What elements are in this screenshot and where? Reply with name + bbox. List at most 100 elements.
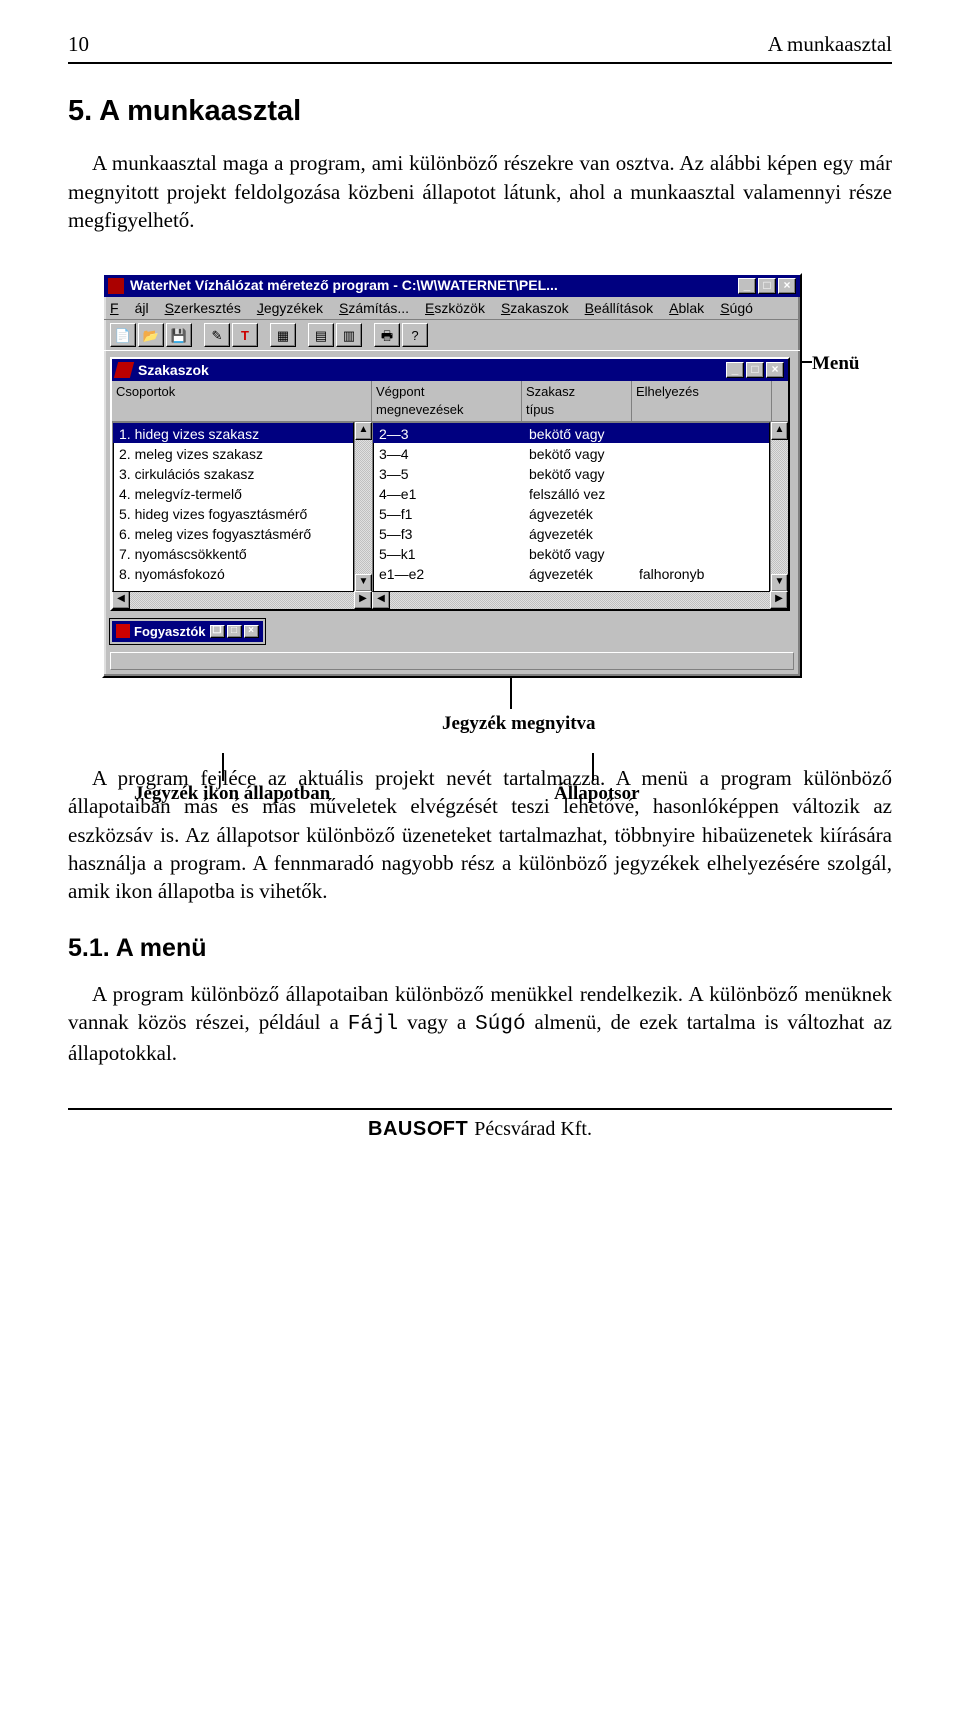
iconified-title: Fogyasztók (134, 623, 206, 641)
scroll-up-icon[interactable]: ▲ (355, 422, 372, 440)
scroll-up-icon[interactable]: ▲ (771, 422, 788, 440)
tool-print-icon[interactable]: 🖶 (374, 323, 400, 347)
mono-text: Fájl (348, 1013, 398, 1036)
list-item[interactable]: 3—5bekötő vagy (373, 463, 769, 483)
tool-calc-icon[interactable]: ▦ (270, 323, 296, 347)
list-item[interactable]: 7. nyomáscsökkentő (113, 543, 353, 563)
scroll-track[interactable] (130, 591, 354, 609)
iconified-icon (116, 624, 130, 638)
section-heading: 5. A munkaasztal (68, 92, 892, 131)
list-item[interactable]: 3—4bekötő vagy (373, 443, 769, 463)
child-window-szakaszok: Szakaszok _ □ × Csoportok Végpont megnev… (110, 357, 790, 610)
list-item[interactable]: 4—e1felszálló vez (373, 483, 769, 503)
col-label: megnevezések (376, 402, 463, 417)
grid-header: Csoportok Végpont megnevezések Szakasz t… (112, 381, 788, 421)
child-maximize-button[interactable]: □ (746, 362, 764, 378)
col-csoportok[interactable]: Csoportok (112, 381, 372, 420)
right-vscroll[interactable]: ▲ ▼ (770, 422, 788, 592)
icon-restore-button[interactable]: ❐ (210, 625, 225, 638)
list-item[interactable]: 2—3bekötő vagy (373, 423, 769, 443)
list-item[interactable]: 5—f1ágvezeték (373, 503, 769, 523)
col-label: Szakasz (526, 384, 575, 399)
child-minimize-button[interactable]: _ (726, 362, 744, 378)
col-label: típus (526, 402, 554, 417)
scroll-left-icon[interactable]: ◀ (372, 591, 390, 609)
menu-sections[interactable]: Szakaszok (501, 299, 569, 318)
list-item[interactable]: 1. hideg vizes szakasz (113, 423, 353, 443)
tool-save-icon[interactable]: 💾 (166, 323, 192, 347)
menu-edit[interactable]: Szerkesztés (165, 299, 241, 318)
list-item[interactable]: 8. nyomásfokozó (113, 563, 353, 583)
menu-file[interactable]: Fájl (110, 299, 149, 318)
list-item[interactable]: 3. cirkulációs szakasz (113, 463, 353, 483)
footer: BAUSOFT Pécsvárad Kft. (68, 1116, 892, 1163)
icon-close-button[interactable]: × (244, 625, 259, 638)
menu-calc[interactable]: Számítás... (339, 299, 409, 318)
section-para-1: A munkaasztal maga a program, ami különb… (68, 149, 892, 234)
menu-settings[interactable]: Beállítások (585, 299, 654, 318)
mdi-client: Szakaszok _ □ × Csoportok Végpont megnev… (104, 351, 800, 676)
left-hscroll[interactable]: ◀ ▶ (112, 591, 372, 609)
tool-open-icon[interactable]: 📂 (138, 323, 164, 347)
maximize-button[interactable]: □ (758, 278, 776, 294)
child-titlebar[interactable]: Szakaszok _ □ × (112, 359, 788, 381)
col-label: Végpont (376, 384, 424, 399)
page-number: 10 (68, 30, 89, 58)
menubar: Fájl Szerkesztés Jegyzékek Számítás... E… (104, 297, 800, 320)
tool-grid1-icon[interactable]: ▤ (308, 323, 334, 347)
menu-lists[interactable]: Jegyzékek (257, 299, 323, 318)
iconified-window[interactable]: Fogyasztók ❐ □ × (110, 619, 265, 645)
scroll-down-icon[interactable]: ▼ (355, 574, 372, 592)
subsection-para-1: A program különböző állapotaiban különbö… (68, 980, 892, 1068)
header-rule (68, 62, 892, 64)
left-list[interactable]: 1. hideg vizes szakasz2. meleg vizes sza… (112, 422, 354, 592)
icon-maximize-button[interactable]: □ (227, 625, 242, 638)
col-elhelyezes[interactable]: Elhelyezés (632, 381, 772, 420)
scroll-right-icon[interactable]: ▶ (354, 591, 372, 609)
list-item[interactable]: 5—f3ágvezeték (373, 523, 769, 543)
list-item[interactable]: 2. meleg vizes szakasz (113, 443, 353, 463)
app-titlebar[interactable]: WaterNet Vízhálózat méretező program - C… (104, 275, 800, 297)
list-item[interactable]: 5. hideg vizes fogyasztásmérő (113, 503, 353, 523)
scroll-left-icon[interactable]: ◀ (112, 591, 130, 609)
list-item[interactable]: 4. melegvíz-termelő (113, 483, 353, 503)
right-list[interactable]: 2—3bekötő vagy3—4bekötő vagy3—5bekötő va… (372, 422, 770, 592)
mono-text: Súgó (475, 1013, 525, 1036)
child-icon (114, 362, 134, 378)
menu-window[interactable]: Ablak (669, 299, 704, 318)
tool-grid2-icon[interactable]: ▥ (336, 323, 362, 347)
callout-listopen: Jegyzék megnyitva (442, 711, 596, 737)
screenshot-figure: Program fejléc Menü Eszközsáv Jegyzék me… (102, 273, 858, 759)
close-button[interactable]: × (778, 278, 796, 294)
scroll-track[interactable] (771, 440, 788, 574)
minimize-button[interactable]: _ (738, 278, 756, 294)
callout-line (802, 361, 812, 363)
tool-text-icon[interactable]: T (232, 323, 258, 347)
callout-line (222, 753, 224, 781)
menu-tools[interactable]: Eszközök (425, 299, 485, 318)
scroll-down-icon[interactable]: ▼ (771, 574, 788, 592)
scroll-track[interactable] (390, 591, 770, 609)
col-szakasz[interactable]: Szakasz típus (522, 381, 632, 420)
section-number: 5. (68, 95, 92, 127)
child-close-button[interactable]: × (766, 362, 784, 378)
menu-help[interactable]: Súgó (720, 299, 753, 318)
col-vegpont[interactable]: Végpont megnevezések (372, 381, 522, 420)
subsection-number: 5.1. (68, 934, 110, 962)
callout-iconstate: Jegyzék ikon állapotban (134, 781, 330, 807)
footer-rule (68, 1108, 892, 1110)
toolbar: 📄 📂 💾 ✎ T ▦ ▤ ▥ 🖶 ? (104, 319, 800, 351)
app-window: WaterNet Vízhálózat méretező program - C… (102, 273, 802, 679)
list-item[interactable]: 5—k1bekötő vagy (373, 543, 769, 563)
scroll-right-icon[interactable]: ▶ (770, 591, 788, 609)
tool-help-icon[interactable]: ? (402, 323, 428, 347)
list-item[interactable]: e1—e2ágvezetékfalhoronyb (373, 563, 769, 583)
left-vscroll[interactable]: ▲ ▼ (354, 422, 372, 592)
tool-edit-icon[interactable]: ✎ (204, 323, 230, 347)
right-hscroll[interactable]: ◀ ▶ (372, 591, 788, 609)
brand-part: BAUS (368, 1118, 427, 1140)
list-item[interactable]: 6. meleg vizes fogyasztásmérő (113, 523, 353, 543)
scroll-track[interactable] (355, 440, 372, 574)
tool-new-icon[interactable]: 📄 (110, 323, 136, 347)
callout-statusbar: Állapotsor (554, 781, 640, 807)
